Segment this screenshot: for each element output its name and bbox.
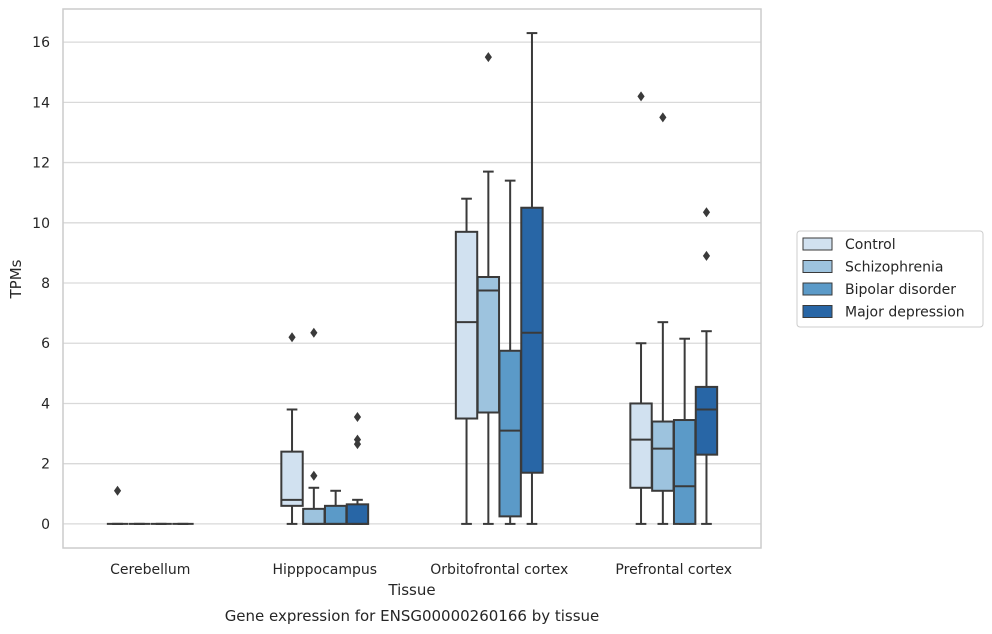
x-tick-label: Prefrontal cortex	[615, 562, 732, 578]
y-tick-label: 4	[41, 396, 50, 412]
box-iqr	[520, 206, 544, 474]
y-axis-ticks: 0 2 4 6 8 10 12 14 16	[32, 35, 50, 533]
box-bipolar-disorder	[498, 179, 522, 525]
y-tick-label: 12	[32, 156, 50, 172]
box-control	[106, 485, 129, 525]
box-major-depression	[345, 412, 370, 525]
outlier-point	[702, 250, 711, 261]
box-iqr	[476, 275, 501, 414]
y-tick-label: 10	[32, 216, 50, 232]
chart-caption: Gene expression for ENSG00000260166 by t…	[225, 607, 600, 625]
y-tick-label: 2	[41, 457, 50, 473]
box-major-depression	[520, 32, 544, 525]
legend-frame	[796, 230, 984, 328]
legend-swatch	[802, 237, 833, 251]
box-bipolar-disorder	[672, 337, 697, 525]
outlier-point	[113, 485, 122, 496]
box-iqr	[454, 230, 479, 420]
box-iqr	[629, 402, 653, 489]
box-iqr	[280, 450, 304, 507]
legend-label: Bipolar disorder	[845, 282, 956, 298]
outlier-point	[659, 112, 667, 123]
y-tick-label: 0	[41, 517, 50, 533]
legend-swatch	[802, 260, 833, 273]
plot-frame	[62, 8, 762, 549]
y-tick-label: 6	[41, 336, 50, 352]
legend: Control Schizophrenia Bipolar disorder Majo…	[796, 230, 984, 328]
box-control	[280, 332, 304, 525]
plot-boxes	[106, 32, 719, 525]
outlier-point	[484, 52, 492, 63]
box-iqr	[323, 504, 348, 525]
y-axis-label: TPMs	[7, 259, 25, 299]
legend-swatch	[802, 305, 833, 318]
legend-label: Control	[845, 237, 896, 253]
box-iqr	[345, 503, 370, 525]
y-tick-label: 8	[41, 276, 50, 292]
box-control	[454, 197, 479, 525]
legend-label: Major depression	[845, 305, 965, 321]
legend-swatch	[802, 282, 833, 296]
outlier-point	[310, 470, 318, 481]
box-schizophrenia	[302, 327, 326, 525]
box-major-depression	[694, 207, 719, 525]
x-axis-ticks: Cerebellum Hipppocampus Orbitofrontal cort…	[110, 562, 732, 578]
outlier-point	[637, 91, 645, 102]
outlier-point	[702, 207, 711, 218]
x-tick-label: Cerebellum	[110, 562, 190, 578]
box-iqr	[672, 419, 697, 525]
legend-label: Schizophrenia	[845, 260, 943, 276]
outlier-point	[353, 412, 362, 423]
grid-lines	[63, 41, 761, 525]
box-iqr	[498, 349, 522, 518]
outlier-point	[288, 332, 296, 343]
x-tick-label: Hipppocampus	[272, 562, 377, 578]
y-tick-label: 14	[32, 95, 50, 111]
box-bipolar-disorder	[323, 489, 348, 525]
outlier-point	[353, 434, 362, 445]
x-tick-label: Orbitofrontal cortex	[430, 562, 568, 578]
box-iqr	[694, 385, 719, 456]
box-schizophrenia	[651, 112, 675, 525]
x-axis-label: Tissue	[387, 581, 435, 599]
box-control	[629, 91, 653, 525]
box-schizophrenia	[476, 52, 501, 525]
box-iqr	[302, 507, 326, 525]
y-tick-label: 16	[32, 35, 50, 51]
box-iqr	[651, 420, 675, 492]
outlier-point	[310, 327, 318, 338]
